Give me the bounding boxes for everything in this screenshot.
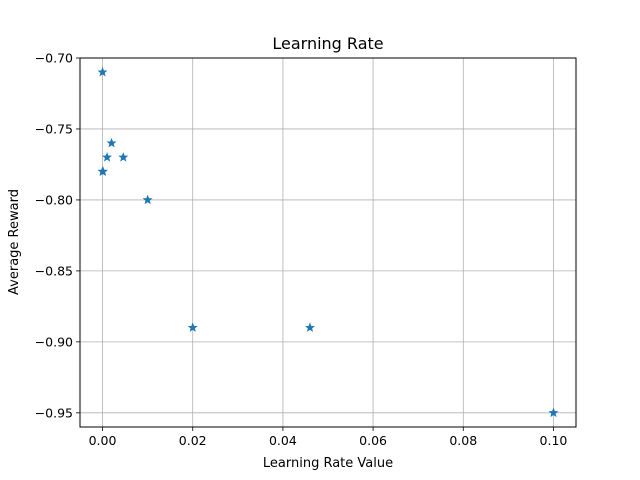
plot-frame xyxy=(79,57,577,428)
x-tick-label: 0.04 xyxy=(269,433,297,448)
data-point xyxy=(142,194,153,205)
y-tick-label: −0.75 xyxy=(35,121,73,136)
data-point xyxy=(118,152,129,162)
data-point xyxy=(98,166,108,176)
y-tick-label: −0.70 xyxy=(35,51,73,66)
data-point xyxy=(304,322,315,332)
x-axis-label: Learning Rate Value xyxy=(263,456,393,471)
y-tick-label: −0.90 xyxy=(35,334,73,349)
data-point xyxy=(548,407,559,418)
x-tick-label: 0.06 xyxy=(359,433,387,448)
y-tick-label: −0.95 xyxy=(35,405,73,420)
x-tick-label: 0.10 xyxy=(540,433,568,448)
x-tick-label: 0.08 xyxy=(449,433,477,448)
x-axis-ticks: 0.00 0.02 0.04 0.06 0.08 0.10 xyxy=(89,427,568,448)
y-tick-label: −0.80 xyxy=(35,192,73,207)
chart-title: Learning Rate xyxy=(272,34,383,53)
data-point xyxy=(106,137,117,148)
y-axis-ticks: −0.70 −0.75 −0.80 −0.85 −0.90 −0.95 xyxy=(35,51,80,420)
data-point xyxy=(187,322,198,332)
data-points xyxy=(97,66,559,418)
y-tick-label: −0.85 xyxy=(35,263,73,278)
x-tick-label: 0.00 xyxy=(89,433,117,448)
data-point xyxy=(97,66,108,77)
y-axis-label: Average Reward xyxy=(7,189,22,295)
x-tick-label: 0.02 xyxy=(179,433,207,448)
data-point xyxy=(102,152,113,162)
